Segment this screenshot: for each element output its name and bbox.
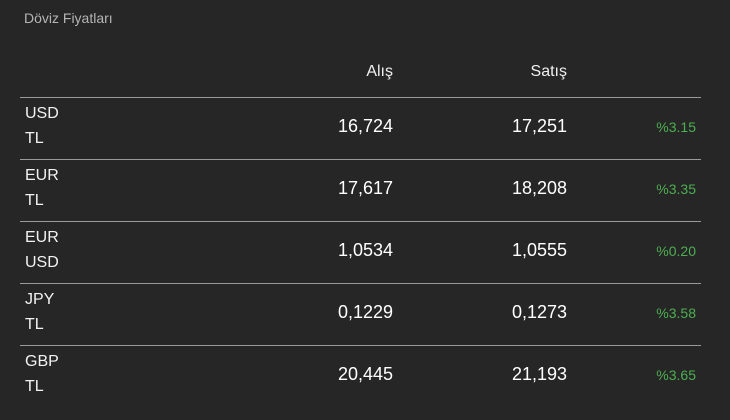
sell-price: 21,193 — [511, 364, 567, 384]
currency-code: USD — [25, 254, 59, 271]
row-divider — [20, 97, 701, 98]
sell-price: 0,1273 — [511, 302, 567, 322]
buy-price: 17,617 — [337, 178, 393, 198]
buy-price: 1,0534 — [337, 240, 393, 260]
change-percent: %3.58 — [656, 305, 696, 321]
column-header: Satış — [530, 63, 567, 80]
buy-price: 20,445 — [337, 364, 393, 384]
buy-price: 16,724 — [337, 116, 393, 136]
currency-code: USD — [25, 105, 59, 122]
currency-code: TL — [25, 316, 44, 333]
change-percent: %3.35 — [656, 181, 696, 197]
change-percent: %0.20 — [656, 243, 696, 259]
sell-price: 17,251 — [511, 116, 567, 136]
row-divider — [20, 345, 701, 346]
sell-price: 1,0555 — [511, 240, 567, 260]
currency-code: EUR — [25, 167, 59, 184]
currency-widget: Döviz Fiyatları Alış Satış USD TL 16,724 17,2… — [20, 10, 701, 392]
widget-title: Döviz Fiyatları — [24, 10, 113, 26]
change-percent: %3.15 — [656, 119, 696, 135]
sell-price: 18,208 — [511, 178, 567, 198]
row-divider — [20, 283, 701, 284]
row-divider — [20, 221, 701, 222]
currency-code: TL — [25, 130, 44, 147]
currency-code: GBP — [25, 353, 59, 370]
currency-code: JPY — [25, 291, 55, 308]
currency-code: EUR — [25, 229, 59, 246]
currency-code: TL — [25, 192, 44, 209]
currency-code: TL — [25, 378, 44, 392]
change-percent: %3.65 — [656, 367, 696, 383]
column-header: Alış — [366, 63, 393, 80]
row-divider — [20, 159, 701, 160]
buy-price: 0,1229 — [337, 302, 393, 322]
